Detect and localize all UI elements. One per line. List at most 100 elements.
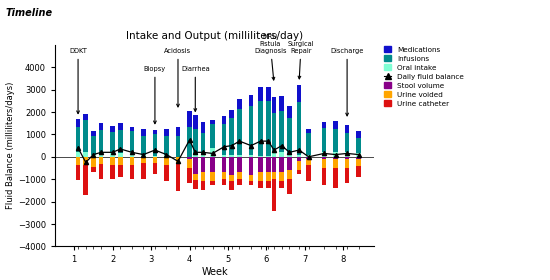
Text: MRU
Fistula
Diagnosis: MRU Fistula Diagnosis	[254, 34, 287, 80]
Bar	[201, 133, 205, 155]
Bar	[322, 128, 326, 152]
Bar	[297, 85, 301, 102]
Bar	[266, 101, 271, 156]
Bar	[175, 163, 180, 191]
Bar	[272, 113, 277, 152]
Bar	[266, 87, 271, 101]
Bar	[229, 181, 234, 190]
Bar	[356, 159, 361, 166]
Bar	[193, 115, 197, 129]
Bar	[84, 165, 88, 195]
Bar	[297, 161, 301, 170]
Bar	[333, 157, 338, 159]
Bar	[76, 152, 80, 157]
Bar	[193, 157, 197, 174]
Bar	[258, 181, 263, 188]
Bar	[279, 111, 284, 152]
Bar	[287, 155, 292, 157]
Bar	[249, 175, 254, 181]
Bar	[222, 116, 227, 124]
Bar	[141, 136, 146, 155]
Bar	[258, 172, 263, 181]
Bar	[99, 155, 103, 157]
Bar	[279, 172, 284, 181]
Bar	[187, 127, 192, 157]
Bar	[237, 172, 242, 179]
Bar	[164, 129, 169, 136]
Bar	[84, 120, 88, 152]
Bar	[175, 157, 180, 163]
Bar	[287, 179, 292, 194]
Bar	[187, 111, 192, 127]
Bar	[130, 152, 134, 157]
Bar	[297, 170, 301, 174]
Bar	[322, 157, 326, 159]
Text: Acidosis: Acidosis	[164, 48, 191, 107]
Bar	[152, 156, 157, 157]
Bar	[306, 157, 311, 159]
Bar	[164, 136, 169, 155]
Bar	[201, 172, 205, 181]
Bar	[130, 165, 134, 179]
Bar	[222, 172, 227, 179]
Bar	[193, 180, 197, 189]
Bar	[99, 164, 103, 179]
Text: Diarrhea: Diarrhea	[181, 66, 210, 111]
Bar	[193, 129, 197, 155]
Bar	[237, 157, 242, 172]
Bar	[306, 133, 311, 155]
Bar	[210, 124, 215, 148]
Bar	[345, 157, 349, 159]
Bar	[175, 127, 180, 136]
Bar	[193, 155, 197, 157]
Bar	[272, 157, 277, 172]
Bar	[229, 175, 234, 181]
Text: Discharge: Discharge	[331, 48, 364, 116]
Bar	[222, 157, 227, 172]
Bar	[345, 167, 349, 183]
Bar	[130, 127, 134, 131]
Bar	[333, 121, 338, 129]
Bar	[249, 157, 254, 175]
Bar	[111, 126, 115, 132]
Bar	[141, 155, 146, 157]
Bar	[187, 167, 192, 183]
Bar	[210, 157, 215, 172]
Bar	[229, 118, 234, 155]
Bar	[266, 181, 271, 188]
Bar	[201, 181, 205, 190]
Bar	[210, 148, 215, 157]
Bar	[322, 159, 326, 167]
Bar	[91, 155, 96, 157]
Text: DDKT: DDKT	[69, 48, 87, 114]
Bar	[306, 159, 311, 165]
Bar	[187, 159, 192, 167]
Bar	[345, 159, 349, 167]
Bar	[279, 181, 284, 188]
Bar	[297, 155, 301, 157]
Bar	[333, 159, 338, 167]
Bar	[266, 157, 271, 172]
Bar	[84, 114, 88, 120]
Bar	[141, 163, 146, 179]
Bar	[152, 130, 157, 134]
Bar	[91, 131, 96, 136]
Bar	[258, 157, 263, 172]
Text: Timeline: Timeline	[6, 8, 53, 18]
Bar	[306, 155, 311, 157]
Bar	[99, 157, 103, 164]
Bar	[118, 130, 123, 153]
Bar	[76, 157, 80, 165]
Bar	[266, 156, 271, 157]
Bar	[249, 181, 254, 185]
Bar	[306, 165, 311, 181]
Bar	[333, 129, 338, 152]
Bar	[237, 155, 242, 157]
Bar	[356, 166, 361, 177]
Bar	[111, 132, 115, 153]
Bar	[76, 119, 80, 127]
Bar	[193, 174, 197, 180]
Bar	[287, 106, 292, 118]
Bar	[201, 157, 205, 172]
Bar	[91, 157, 96, 167]
